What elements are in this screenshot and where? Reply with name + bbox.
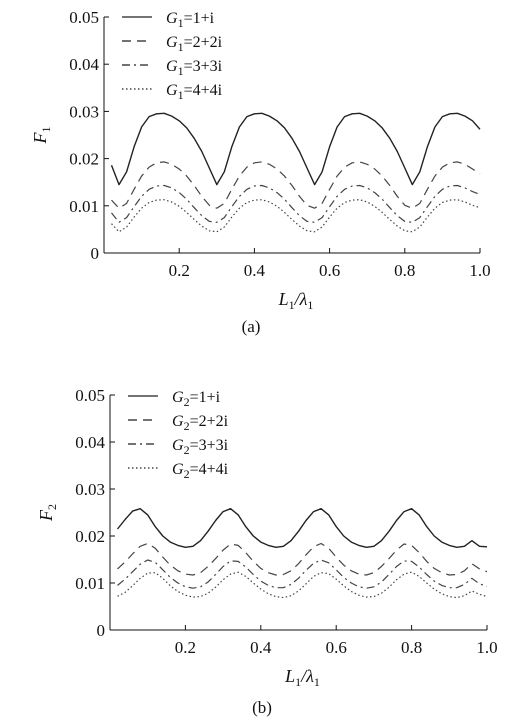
series-line-4 — [111, 199, 481, 233]
series-line-3 — [111, 184, 481, 223]
legend-label-4: G1=4+4i — [166, 82, 223, 102]
legend-label-4: G2=4+4i — [172, 461, 229, 481]
chart-a: 0 0.01 0.02 0.03 0.04 0.05 0.2 0.4 0.6 0.8 1.0 F1 L1… — [30, 8, 491, 336]
y-tick-label: 0.03 — [75, 480, 105, 499]
x-axis-label: L1/λ1 — [278, 289, 314, 312]
x-axis-label: L1/λ1 — [284, 666, 320, 689]
chart-caption: (a) — [242, 317, 261, 336]
chart-caption: (b) — [252, 698, 272, 717]
chart-b: 0 0.01 0.02 0.03 0.04 0.05 0.2 0.4 0.6 0.8 1.0 F2 L1… — [36, 386, 498, 717]
x-tick-label: 0.8 — [401, 638, 422, 657]
y-tick-label: 0.04 — [69, 55, 99, 74]
y-tick-label: 0.02 — [69, 150, 99, 169]
series-line-2 — [117, 542, 488, 576]
y-axis-label: F2 — [36, 504, 59, 522]
series-line-1 — [110, 112, 481, 186]
x-tick-label: 0.2 — [169, 261, 190, 280]
x-tick-label: 0.4 — [250, 638, 272, 657]
x-tick-label: 0.6 — [326, 638, 347, 657]
x-tick-label: 0.8 — [394, 261, 415, 280]
series-line-2 — [111, 161, 481, 209]
legend-label-3: G1=3+3i — [166, 58, 223, 78]
y-tick-label: 0.02 — [75, 527, 105, 546]
legend-label-2: G2=2+2i — [172, 413, 229, 433]
x-tick-label: 1.0 — [469, 261, 490, 280]
x-tick-label: 1.0 — [476, 638, 497, 657]
series-line-1 — [116, 508, 488, 548]
y-tick-label: 0.05 — [75, 386, 105, 405]
y-tick-label: 0.01 — [69, 197, 99, 216]
x-tick-label: 0.4 — [244, 261, 266, 280]
y-axis-label: F1 — [30, 127, 53, 145]
x-tick-label: 0.6 — [319, 261, 340, 280]
series-line-4 — [117, 571, 488, 599]
series-line-3 — [117, 559, 488, 589]
legend-label-3: G2=3+3i — [172, 437, 229, 457]
legend-label-1: G2=1+i — [172, 389, 221, 409]
y-tick-label: 0 — [97, 621, 106, 640]
y-tick-label: 0 — [91, 244, 100, 263]
legend-label-2: G1=2+2i — [166, 34, 223, 54]
legend-label-1: G1=1+i — [166, 10, 215, 30]
y-tick-label: 0.05 — [69, 8, 99, 27]
x-tick-label: 0.2 — [175, 638, 196, 657]
y-tick-label: 0.04 — [75, 433, 105, 452]
y-tick-label: 0.01 — [75, 574, 105, 593]
y-tick-label: 0.03 — [69, 102, 99, 121]
